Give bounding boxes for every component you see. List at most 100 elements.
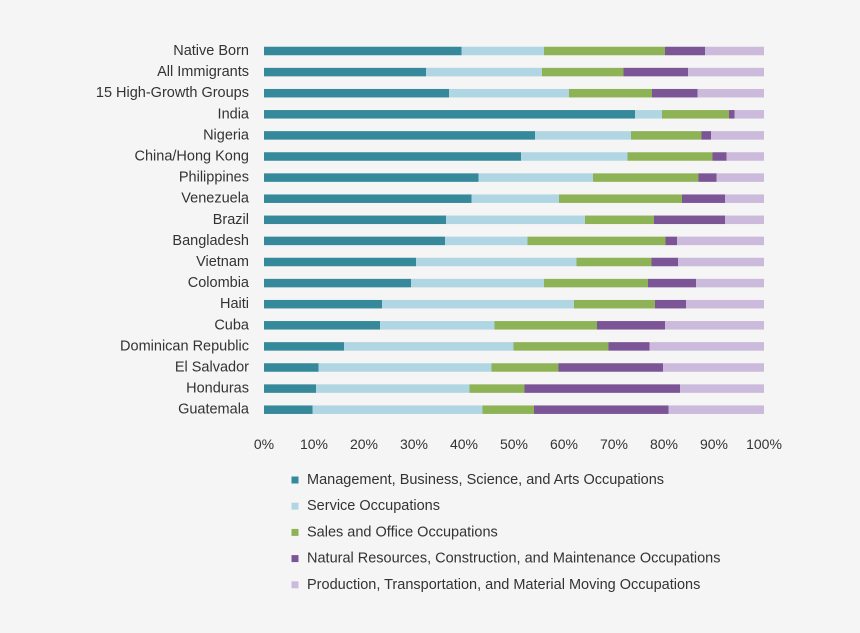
bar-segment-bangladesh-series-5 (677, 236, 764, 246)
legend-label-series-2: Service Occupations (307, 498, 440, 514)
bar-segment-venezuela-series-5 (725, 194, 764, 203)
bar-segment-all-immigrants-series-1 (264, 67, 426, 77)
bar-segment-colombia-series-1 (264, 278, 411, 288)
bar-segment-india-series-5 (734, 110, 764, 119)
x-tick-label: 80% (650, 436, 678, 452)
bar-segment-india-series-4 (729, 110, 735, 119)
category-label-honduras: Honduras (186, 381, 249, 397)
bar-segment-dominican-republic-series-3 (513, 342, 609, 351)
legend-swatch-series-1 (291, 476, 299, 484)
bar-segment-el-salvador-series-5 (663, 363, 764, 372)
legend-label-series-1: Management, Business, Science, and Arts … (307, 472, 664, 488)
bar-segment-vietnam-series-4 (651, 257, 678, 267)
bar-segment-india-series-1 (264, 110, 635, 119)
bar-segment-15-high-growth-groups-series-1 (264, 88, 449, 98)
bar-segment-all-immigrants-series-3 (542, 67, 624, 77)
x-tick-label: 10% (300, 436, 328, 452)
bar-segment-all-immigrants-series-5 (688, 67, 764, 77)
category-label-15-high-growth-groups: 15 High-Growth Groups (96, 85, 249, 101)
category-label-bangladesh: Bangladesh (172, 233, 249, 249)
x-tick-label: 60% (550, 436, 578, 452)
x-tick-label: 70% (600, 436, 628, 452)
bar-segment-brazil-series-2 (446, 215, 585, 225)
bar-segment-brazil-series-3 (585, 215, 654, 225)
x-tick-label: 30% (400, 436, 428, 452)
bar-segment-vietnam-series-2 (416, 257, 577, 267)
x-tick-label: 50% (500, 436, 528, 452)
bar-segment-china-hong-kong-series-3 (627, 152, 713, 161)
bar-segment-vietnam-series-5 (678, 257, 764, 267)
category-label-vietnam: Vietnam (196, 254, 249, 270)
bar-segment-china-hong-kong-series-1 (264, 152, 521, 161)
bar-segment-vietnam-series-3 (576, 257, 652, 267)
bar-segment-native-born-series-5 (705, 46, 764, 56)
bar-segment-honduras-series-5 (680, 384, 764, 393)
x-tick-label: 40% (450, 436, 478, 452)
bar-segment-haiti-series-3 (574, 299, 655, 309)
bar-segment-native-born-series-4 (665, 46, 705, 56)
bar-segment-dominican-republic-series-4 (608, 342, 650, 351)
bar-segment-honduras-series-1 (264, 384, 316, 393)
bar-segment-brazil-series-4 (654, 215, 725, 225)
category-label-colombia: Colombia (188, 275, 250, 291)
x-tick-label: 90% (700, 436, 728, 452)
legend-swatch-series-5 (291, 581, 299, 589)
bar-segment-cuba-series-5 (665, 321, 764, 330)
legend-swatch-series-4 (291, 555, 299, 563)
bar-segment-nigeria-series-3 (631, 131, 702, 140)
bar-segment-all-immigrants-series-4 (623, 67, 688, 77)
bar-segment-honduras-series-2 (316, 384, 470, 393)
bars-group (264, 46, 764, 414)
bar-segment-el-salvador-series-2 (318, 363, 492, 372)
x-axis-ticks: 0% 10% 20% 30% 40% 50% 60% 70% 80% 90% 100% (254, 436, 782, 452)
bar-segment-china-hong-kong-series-4 (712, 152, 727, 161)
bar-segment-bangladesh-series-4 (665, 236, 677, 246)
bar-segment-haiti-series-4 (655, 299, 686, 309)
bar-segment-native-born-series-1 (264, 46, 462, 56)
bar-segment-nigeria-series-4 (701, 131, 711, 140)
bar-segment-guatemala-series-4 (534, 405, 669, 414)
bar-segment-guatemala-series-2 (312, 405, 483, 414)
bar-segment-india-series-3 (662, 110, 729, 119)
bar-segment-guatemala-series-1 (264, 405, 313, 414)
bar-segment-cuba-series-4 (597, 321, 665, 330)
bar-segment-philippines-series-1 (264, 173, 479, 182)
bar-segment-venezuela-series-2 (471, 194, 559, 203)
bar-segment-haiti-series-1 (264, 299, 382, 309)
legend: Management, Business, Science, and Arts … (291, 472, 720, 593)
category-label-native-born: Native Born (173, 43, 249, 59)
bar-segment-vietnam-series-1 (264, 257, 416, 267)
bar-segment-cuba-series-2 (380, 321, 495, 330)
bar-segment-el-salvador-series-4 (558, 363, 663, 372)
bar-segment-cuba-series-1 (264, 321, 380, 330)
bar-segment-nigeria-series-1 (264, 131, 535, 140)
bar-segment-colombia-series-3 (544, 278, 648, 288)
bar-segment-philippines-series-2 (478, 173, 593, 182)
bar-segment-dominican-republic-series-5 (649, 342, 764, 351)
bar-segment-native-born-series-2 (461, 46, 544, 56)
category-label-china-hong-kong: China/Hong Kong (135, 149, 249, 165)
x-tick-label: 0% (254, 436, 274, 452)
category-label-el-salvador: El Salvador (175, 360, 249, 376)
bar-segment-nigeria-series-2 (535, 131, 631, 140)
bar-segment-venezuela-series-3 (559, 194, 682, 203)
bar-segment-el-salvador-series-3 (491, 363, 559, 372)
bar-segment-india-series-2 (635, 110, 662, 119)
legend-label-series-4: Natural Resources, Construction, and Mai… (307, 551, 720, 567)
bar-segment-honduras-series-4 (524, 384, 680, 393)
bar-segment-native-born-series-3 (544, 46, 665, 56)
bar-segment-colombia-series-5 (696, 278, 764, 288)
bar-segment-venezuela-series-1 (264, 194, 472, 203)
bar-segment-cuba-series-3 (494, 321, 597, 330)
bar-segment-dominican-republic-series-2 (344, 342, 514, 351)
category-labels: Native Born All Immigrants 15 High-Growth … (96, 43, 250, 418)
bar-segment-guatemala-series-5 (668, 405, 764, 414)
bar-segment-venezuela-series-4 (682, 194, 725, 203)
x-tick-label: 100% (746, 436, 782, 452)
bar-segment-colombia-series-2 (411, 278, 544, 288)
bar-segment-dominican-republic-series-1 (264, 342, 344, 351)
bar-segment-15-high-growth-groups-series-5 (697, 88, 764, 98)
category-label-cuba: Cuba (214, 317, 250, 333)
